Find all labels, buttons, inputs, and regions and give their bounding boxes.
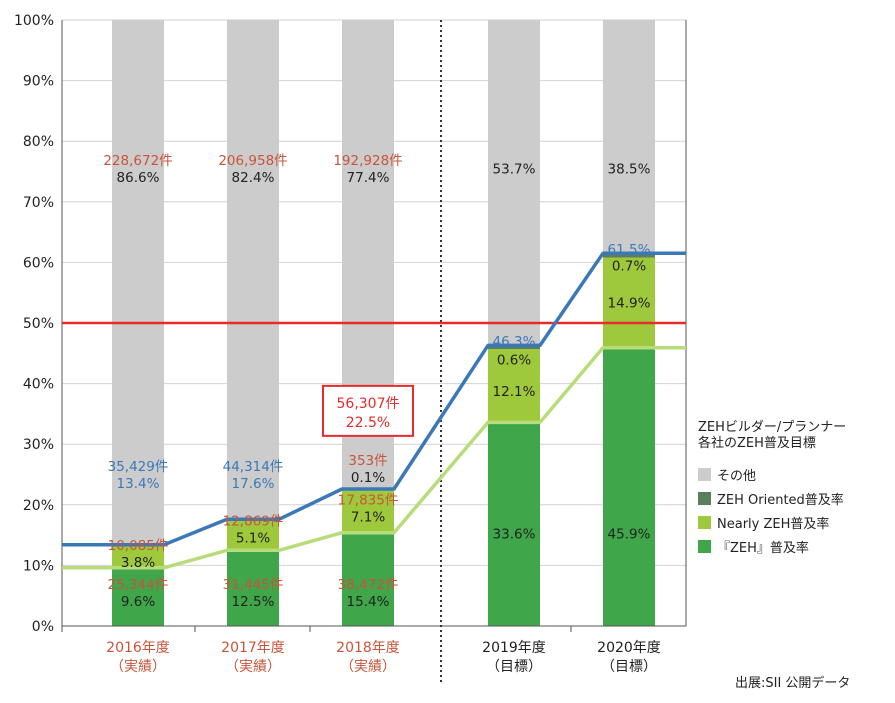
legend-swatch (698, 491, 711, 505)
y-tick-label: 50% (23, 316, 54, 332)
bar-segment (227, 20, 279, 520)
x-category-sublabel: （実績） (225, 659, 281, 675)
x-category-sublabel: （目標） (601, 659, 657, 675)
bar-segment (488, 422, 540, 626)
data-label: 192,928件 (333, 153, 402, 169)
data-label: 45.9% (608, 526, 651, 542)
data-label: 46.3% (493, 334, 536, 350)
legend-label: 『ZEH』普及率 (717, 540, 809, 556)
data-label: 25,344件 (108, 577, 169, 593)
data-label: 31,445件 (223, 577, 284, 593)
x-category-sublabel: （目標） (486, 659, 542, 675)
legend-item: 『ZEH』普及率 (698, 536, 893, 556)
bar-segment (488, 349, 540, 423)
bar-segment (227, 550, 279, 626)
data-label: 14.9% (608, 295, 651, 311)
source-note: 出展:SII 公開データ (735, 676, 851, 691)
data-label: 5.1% (236, 531, 270, 547)
legend: ZEHビルダー/プランナー 各社のZEH普及目標 その他 ZEH Oriented… (698, 420, 893, 560)
data-label: 82.4% (232, 170, 275, 186)
bar-segment (342, 489, 394, 533)
legend-title: ZEHビルダー/プランナー 各社のZEH普及目標 (698, 420, 893, 452)
data-label: 0.1% (351, 470, 385, 486)
data-label: 13.4% (117, 476, 160, 492)
legend-item: ZEH Oriented普及率 (698, 488, 893, 508)
data-label: 61.5% (608, 242, 651, 258)
legend-title-line: 各社のZEH普及目標 (698, 436, 816, 451)
data-label: 17,835件 (338, 492, 399, 508)
y-tick-label: 30% (23, 437, 54, 453)
y-tick-label: 0% (32, 619, 54, 635)
legend-items: その他 ZEH Oriented普及率 Nearly ZEH普及率 『ZEH』普及率 (698, 464, 893, 556)
trend-line (62, 251, 686, 547)
legend-label: Nearly ZEH普及率 (717, 516, 830, 532)
y-tick-label: 40% (23, 377, 54, 393)
legend-title-line: ZEHビルダー/プランナー (698, 420, 847, 435)
data-label: 0.6% (497, 352, 531, 368)
data-label: 38.5% (608, 161, 651, 177)
bar-segment (227, 519, 279, 551)
data-label: 353件 (348, 453, 387, 469)
bar-segment (112, 544, 164, 568)
x-category-sublabel: （実績） (110, 659, 166, 675)
data-label: 17.6% (232, 476, 275, 492)
data-label: 12,869件 (223, 514, 284, 530)
data-label: 7.1% (351, 509, 385, 525)
bar-segment (112, 20, 164, 545)
data-label: 3.8% (121, 555, 155, 571)
x-category-sublabel: （実績） (340, 659, 396, 675)
x-category-label: 2017年度 (221, 640, 285, 656)
y-tick-label: 60% (23, 255, 54, 271)
legend-swatch (698, 539, 711, 553)
bar-segment (603, 347, 655, 626)
y-tick-label: 100% (14, 13, 54, 29)
legend-label: その他 (717, 468, 757, 484)
callout-label: 22.5% (346, 415, 390, 431)
trend-line (62, 346, 686, 570)
data-label: 77.4% (347, 170, 390, 186)
legend-item: Nearly ZEH普及率 (698, 512, 893, 532)
callout-box (322, 384, 414, 437)
bar-segment (603, 257, 655, 348)
data-label: 206,958件 (218, 153, 287, 169)
x-category-label: 2018年度 (336, 640, 400, 656)
data-label: 12.5% (232, 594, 275, 610)
data-label: 33.6% (493, 526, 536, 542)
bar-segment (603, 20, 655, 254)
bar-segment (488, 345, 540, 350)
bar-segment (603, 253, 655, 258)
x-category-label: 2016年度 (106, 640, 170, 656)
data-label: 86.6% (117, 170, 160, 186)
x-category-label: 2019年度 (482, 640, 546, 656)
callout-label: 56,307件 (337, 396, 400, 412)
data-label: 38,472件 (338, 577, 399, 593)
y-tick-label: 10% (23, 558, 54, 574)
bar-segment (342, 532, 394, 626)
legend-swatch (698, 515, 711, 529)
data-label: 35,429件 (108, 459, 169, 475)
bar-segment (488, 20, 540, 346)
data-label: 12.1% (493, 384, 536, 400)
data-label: 10,085件 (108, 538, 169, 554)
x-category-label: 2020年度 (597, 640, 661, 656)
y-tick-label: 70% (23, 195, 54, 211)
data-label: 228,672件 (103, 153, 172, 169)
data-label: 53.7% (493, 161, 536, 177)
legend-label: ZEH Oriented普及率 (717, 492, 844, 508)
legend-swatch (698, 467, 711, 481)
y-tick-label: 90% (23, 74, 54, 90)
data-label: 9.6% (121, 594, 155, 610)
data-label: 0.7% (612, 258, 646, 274)
y-tick-label: 80% (23, 134, 54, 150)
bar-segment (112, 567, 164, 626)
legend-item: その他 (698, 464, 893, 484)
data-label: 15.4% (347, 594, 390, 610)
data-label: 44,314件 (223, 459, 284, 475)
y-tick-label: 20% (23, 498, 54, 514)
